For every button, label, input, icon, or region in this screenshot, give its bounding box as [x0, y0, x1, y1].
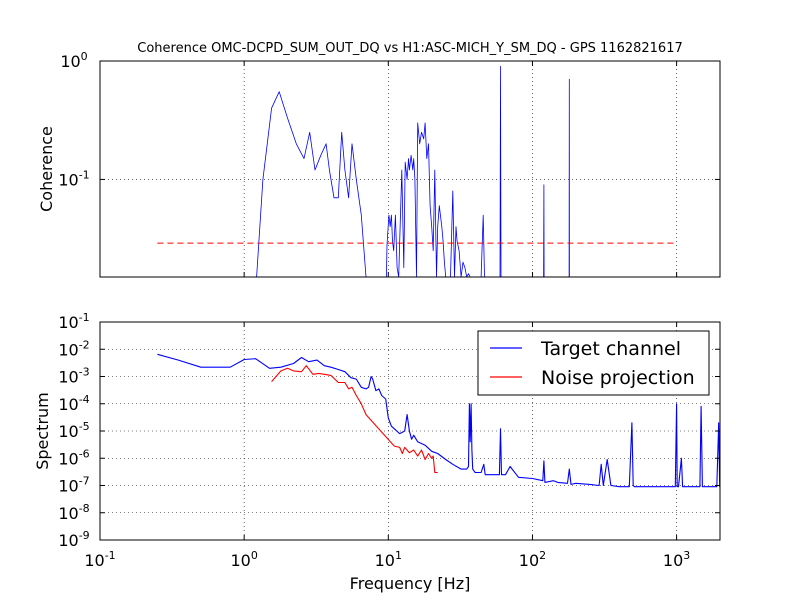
- x-tick-label: 10-1: [84, 549, 115, 570]
- y-tick-label: 10-3: [58, 366, 89, 387]
- spectrum-series-0-line: [157, 353, 721, 488]
- y-tick-label: 100: [60, 50, 87, 71]
- coherence-ylabel: Coherence: [37, 126, 56, 212]
- y-tick-label: 10-2: [58, 338, 89, 359]
- y-tick-label: 10-7: [58, 475, 89, 496]
- x-tick-label: 102: [519, 549, 546, 570]
- spectrum-series: [157, 353, 721, 488]
- y-tick-label: 10-8: [58, 502, 89, 523]
- y-tick-label: 10-5: [58, 420, 89, 441]
- x-tick-label: 103: [663, 549, 690, 570]
- y-tick-label: 10-1: [58, 168, 89, 189]
- spectrum-legend: Target channel Noise projection: [477, 330, 710, 396]
- y-tick-label: 10-1: [58, 311, 89, 332]
- spectrum-ylabel: Spectrum: [33, 392, 52, 470]
- y-tick-label: 10-9: [58, 529, 89, 550]
- x-tick-label: 101: [375, 549, 402, 570]
- spectrum-series-1-line: [271, 365, 438, 474]
- legend-label-target: Target channel: [540, 338, 681, 360]
- y-tick-label: 10-6: [58, 447, 89, 468]
- legend-label-noise: Noise projection: [541, 367, 695, 389]
- frequency-xlabel: Frequency [Hz]: [350, 574, 471, 593]
- y-tick-label: 10-4: [58, 393, 89, 414]
- coherence-grid: [100, 61, 720, 277]
- legend-box: [477, 330, 710, 396]
- coherence-ticks: 100 10-1: [58, 50, 720, 277]
- coherence-axes-frame: [99, 60, 721, 278]
- coherence-title: Coherence OMC-DCPD_SUM_OUT_DQ vs H1:ASC-…: [137, 41, 683, 56]
- spectrum-ticks: 10-1 100 101 102 103 10-1 10-2 10-3 10-4 10-5 10-6…: [58, 311, 720, 570]
- x-tick-label: 100: [230, 549, 257, 570]
